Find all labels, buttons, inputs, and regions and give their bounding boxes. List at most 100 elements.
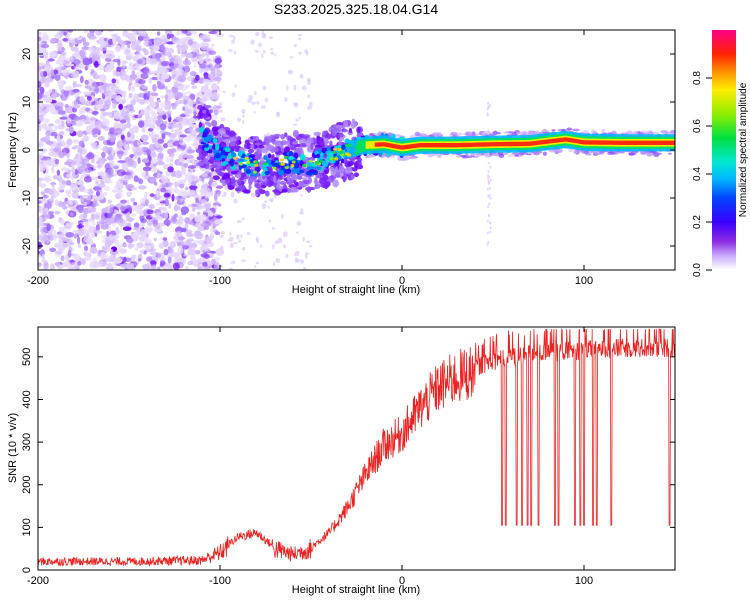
spectrogram-blob bbox=[228, 267, 234, 270]
spectrogram-blob bbox=[131, 204, 137, 211]
spectrogram-blob bbox=[184, 217, 191, 224]
spectrogram-blob bbox=[126, 103, 131, 111]
spectrogram-blob bbox=[102, 118, 110, 127]
spectrogram-blob bbox=[557, 148, 563, 153]
spectrogram-blob bbox=[214, 231, 221, 236]
spectrogram-blob bbox=[62, 69, 71, 76]
spectrogram-blob bbox=[42, 97, 48, 102]
spectrogram-blob bbox=[337, 132, 344, 138]
spectrogram-blob bbox=[601, 128, 606, 133]
spectrogram-blob bbox=[305, 240, 311, 243]
spectrogram-blob bbox=[299, 73, 304, 79]
spectrogram-blob bbox=[114, 39, 121, 43]
spectrogram-blob bbox=[77, 243, 82, 248]
spectrogram-blob bbox=[465, 131, 473, 135]
spectrogram-blob bbox=[77, 261, 82, 266]
spectrogram-blob bbox=[179, 197, 184, 202]
spectrogram-blob bbox=[484, 154, 491, 159]
spectrogram-blob bbox=[44, 81, 50, 88]
colorbar-label: Normalized spectral amplitude bbox=[738, 82, 749, 217]
spectrogram-blob bbox=[88, 191, 93, 196]
spectrogram-blob bbox=[286, 188, 292, 193]
spectrogram-blob bbox=[319, 159, 324, 163]
spectrogram-blob bbox=[292, 189, 299, 193]
colorbar-tick-label: 0.6 bbox=[692, 119, 703, 133]
spectrogram-blob bbox=[203, 204, 211, 210]
spectrogram-blob bbox=[127, 242, 133, 249]
spectrogram-blob bbox=[343, 119, 349, 128]
spectrogram-blob bbox=[102, 145, 110, 153]
spectrogram-blob bbox=[73, 104, 81, 109]
spectrogram-blob bbox=[503, 152, 508, 155]
spectrogram-blob bbox=[156, 107, 163, 113]
spectrogram-blob bbox=[225, 173, 230, 178]
spectrogram-blob bbox=[38, 92, 43, 100]
spectrogram-blob bbox=[54, 74, 61, 81]
spectrogram-blob bbox=[80, 174, 87, 178]
spectrogram-blob bbox=[284, 132, 288, 137]
spectrogram-blob bbox=[90, 176, 96, 181]
spectrogram-blob bbox=[144, 225, 153, 233]
spectrogram-blob bbox=[217, 171, 225, 176]
spectrogram-blob bbox=[185, 146, 191, 150]
spectrogram-blob bbox=[305, 171, 311, 176]
spectrogram-blob bbox=[60, 255, 65, 262]
spectrogram-blob bbox=[44, 160, 51, 165]
spectrogram-blob bbox=[164, 120, 168, 125]
spectrogram-blob bbox=[315, 161, 320, 165]
spectrogram-blob bbox=[78, 206, 84, 214]
spectrogram-blob bbox=[199, 188, 207, 194]
spectrogram-blob bbox=[111, 148, 115, 156]
spectrogram-blob bbox=[38, 241, 43, 250]
spectrogram-blob bbox=[174, 128, 182, 136]
spectrogram-blob bbox=[78, 185, 86, 192]
spectrogram-blob bbox=[145, 170, 149, 176]
spectrogram-blob bbox=[228, 160, 234, 164]
snr-frame bbox=[37, 326, 676, 571]
spectrogram-blob bbox=[200, 85, 207, 93]
spectrogram-blob bbox=[111, 78, 117, 84]
spectrogram-blob bbox=[154, 119, 163, 124]
spectrogram-blob bbox=[144, 98, 149, 105]
spectrogram-blob bbox=[160, 187, 167, 193]
spectrogram-blob bbox=[84, 220, 89, 227]
spectrogram-blob bbox=[54, 158, 60, 165]
spectrogram-blob bbox=[69, 174, 76, 180]
spectrogram-blob bbox=[176, 189, 186, 196]
spectrogram-blob bbox=[181, 30, 188, 34]
spectrogram-blob bbox=[367, 154, 373, 158]
spectrogram-blob bbox=[179, 84, 188, 92]
spectrogram-blob bbox=[206, 90, 213, 97]
spectrogram-blob bbox=[81, 170, 87, 176]
spectrogram-blob bbox=[284, 165, 289, 170]
spectrogram-blob bbox=[104, 66, 112, 73]
spectrogram-blob bbox=[202, 42, 210, 47]
spectrogram-blob bbox=[54, 253, 62, 257]
spectrogram-blob bbox=[123, 175, 129, 183]
spectrogram-blob bbox=[94, 230, 103, 234]
spectrogram-blob bbox=[83, 188, 90, 193]
spectrogram-blob bbox=[98, 98, 104, 106]
spectrogram-blob bbox=[41, 253, 45, 260]
spectrogram-blob bbox=[111, 85, 119, 93]
spectrogram-blob bbox=[149, 97, 154, 103]
spectrogram-blob bbox=[38, 124, 41, 128]
spectrogram-blob bbox=[262, 162, 267, 166]
spectrogram-blob bbox=[108, 38, 114, 45]
colorbar-tick-label: 0.4 bbox=[692, 167, 703, 181]
spectrogram-blob bbox=[74, 168, 79, 175]
spectrogram-blob bbox=[289, 69, 294, 75]
spectrogram-blob bbox=[159, 123, 167, 131]
spectrogram-blob bbox=[153, 181, 158, 186]
spectrogram-blob bbox=[273, 175, 277, 184]
spectrogram-xtick-label: -100 bbox=[209, 275, 231, 287]
spectrogram-blob bbox=[59, 140, 66, 147]
spectrogram-blob bbox=[276, 111, 280, 117]
snr-ytick-label: 300 bbox=[21, 433, 33, 451]
spectrogram-blob bbox=[188, 165, 196, 169]
spectrogram-blob bbox=[186, 233, 194, 238]
spectrogram-blob bbox=[487, 105, 490, 109]
spectrogram-blob bbox=[204, 146, 210, 152]
spectrogram-blob bbox=[157, 99, 161, 103]
spectrogram-blob bbox=[287, 155, 294, 161]
